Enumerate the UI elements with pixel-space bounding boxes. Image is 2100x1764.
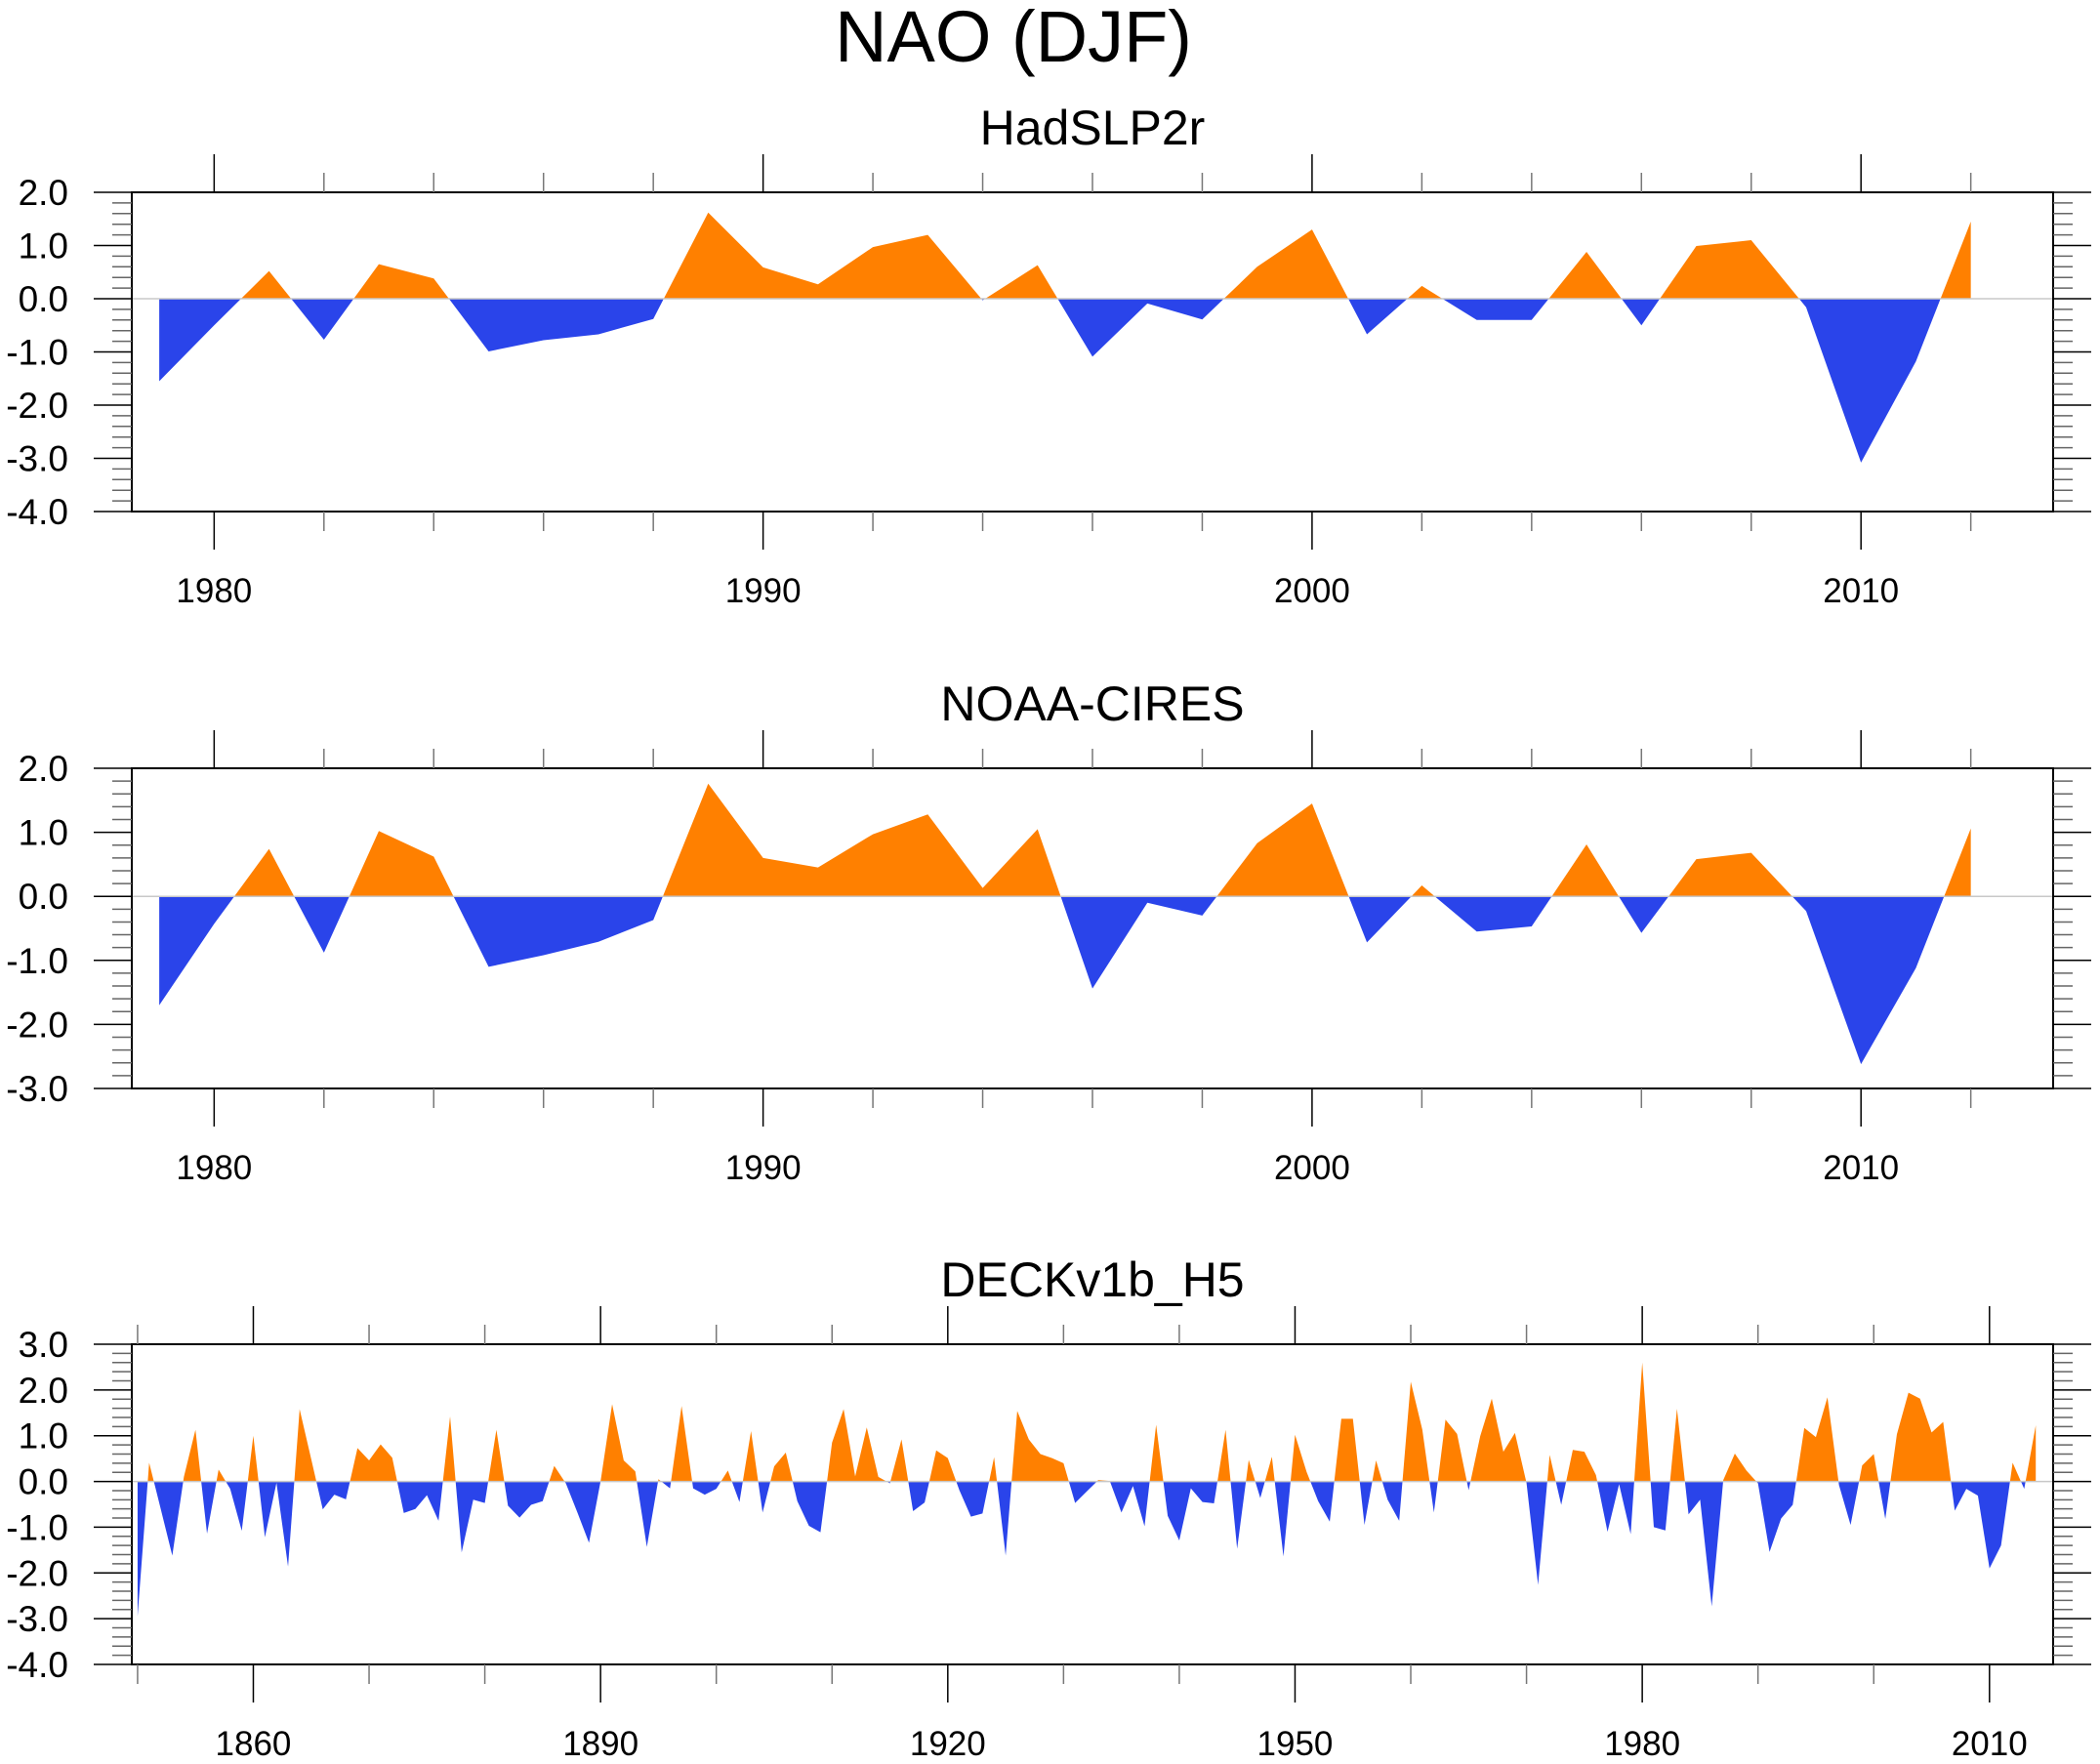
panel-title: HadSLP2r — [980, 101, 1206, 155]
y-tick-label: -3.0 — [6, 1599, 68, 1639]
x-tick-label: 2010 — [1952, 1725, 2028, 1763]
x-tick-label: 1980 — [176, 1149, 252, 1187]
x-tick-label: 1950 — [1257, 1725, 1334, 1763]
x-tick-label: 2010 — [1823, 572, 1899, 610]
negative-area — [159, 896, 1971, 1065]
x-tick-label: 2000 — [1274, 572, 1350, 610]
x-tick-label: 1920 — [910, 1725, 986, 1763]
y-tick-label: 3.0 — [19, 1325, 68, 1365]
positive-area — [159, 783, 1971, 897]
panel-deckv1b-h5: DECKv1b_H5 3.0 2.0 1.0 0.0 -1.0 -2.0 -3.0 -4.0 1… — [6, 1252, 2091, 1763]
x-tick-label: 1860 — [216, 1725, 292, 1763]
y-tick-label: -3.0 — [6, 1069, 68, 1109]
positive-area — [159, 212, 1971, 299]
y-tick-label: 0.0 — [19, 1462, 68, 1502]
y-tick-label: -4.0 — [6, 492, 68, 532]
x-tick-label: 1990 — [725, 1149, 802, 1187]
panel-noaa-cires: NOAA-CIRES 2.0 1.0 0.0 -1.0 -2.0 -3.0 1980 1990… — [6, 677, 2091, 1187]
x-tick-label: 1980 — [176, 572, 252, 610]
y-tick-label: 0.0 — [19, 279, 68, 319]
y-tick-label: -1.0 — [6, 333, 68, 373]
negative-area — [137, 1481, 2037, 1617]
positive-area — [137, 1362, 2037, 1482]
x-tick-label: 2010 — [1823, 1149, 1899, 1187]
y-tick-label: 1.0 — [19, 226, 68, 267]
x-tick-label: 2000 — [1274, 1149, 1350, 1187]
y-tick-label: -2.0 — [6, 1553, 68, 1593]
y-tick-label: 2.0 — [19, 749, 68, 789]
panel-title: NOAA-CIRES — [940, 677, 1244, 731]
x-tick-label: 1980 — [1604, 1725, 1680, 1763]
panel-hadslp2r: HadSLP2r 2.0 1.0 0.0 -1.0 -2.0 -3.0 -4.0 1980 19… — [6, 101, 2091, 610]
figure-title: NAO (DJF) — [835, 0, 1192, 77]
y-tick-label: 1.0 — [19, 1416, 68, 1456]
panel-title: DECKv1b_H5 — [940, 1252, 1244, 1307]
y-tick-label: -2.0 — [6, 386, 68, 426]
plot-frame — [131, 1343, 2054, 1665]
y-tick-label: 2.0 — [19, 173, 68, 213]
y-tick-label: -4.0 — [6, 1645, 68, 1685]
x-tick-label: 1890 — [562, 1725, 638, 1763]
x-tick-label: 1990 — [725, 572, 802, 610]
y-tick-label: -3.0 — [6, 439, 68, 479]
y-tick-label: -2.0 — [6, 1005, 68, 1045]
negative-area — [159, 299, 1971, 463]
y-tick-label: -1.0 — [6, 1507, 68, 1547]
y-tick-label: 1.0 — [19, 813, 68, 853]
y-tick-label: 0.0 — [19, 877, 68, 917]
y-tick-label: -1.0 — [6, 941, 68, 981]
y-tick-label: 2.0 — [19, 1371, 68, 1411]
